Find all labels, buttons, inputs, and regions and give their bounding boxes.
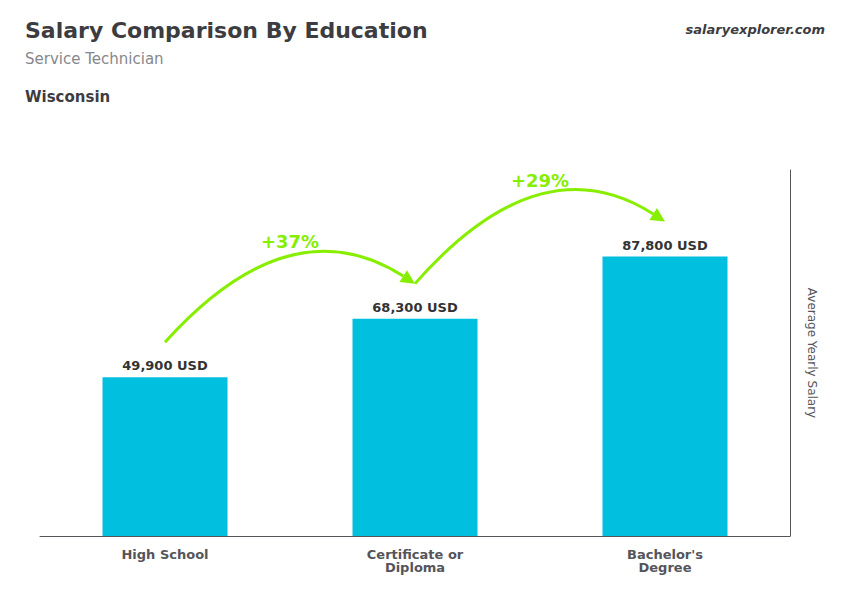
svg-text:Certificate or: Certificate or [366,547,464,562]
svg-text:Average Yearly Salary: Average Yearly Salary [805,288,819,418]
svg-text:+29%: +29% [511,170,569,191]
svg-text:49,900 USD: 49,900 USD [122,358,208,373]
svg-text:Salary Comparison By Education: Salary Comparison By Education [25,18,428,43]
svg-text:68,300 USD: 68,300 USD [372,300,458,315]
svg-text:Service Technician: Service Technician [25,50,164,68]
svg-text:87,800 USD: 87,800 USD [622,238,708,253]
svg-text:Diploma: Diploma [385,560,445,575]
svg-text:Degree: Degree [639,560,692,575]
svg-text:High School: High School [121,547,208,562]
svg-text:Bachelor's: Bachelor's [627,547,703,562]
svg-text:+37%: +37% [261,231,319,252]
svg-text:Wisconsin: Wisconsin [25,88,110,106]
svg-text:salaryexplorer.com: salaryexplorer.com [686,22,825,37]
